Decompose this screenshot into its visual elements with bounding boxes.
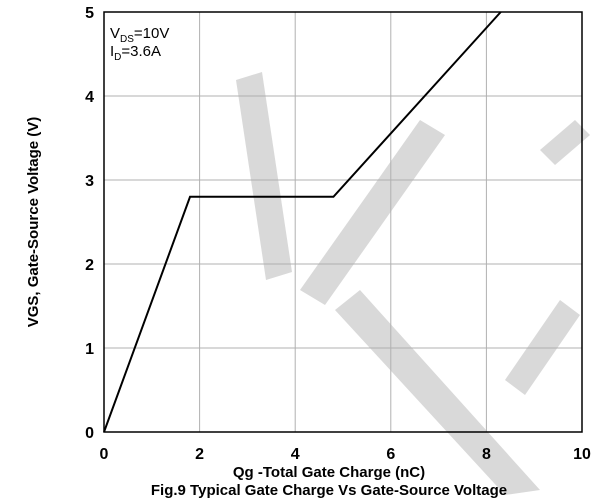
annotation-id: ID=3.6A <box>110 43 161 63</box>
y-tick-label: 2 <box>85 257 94 274</box>
watermark-stroke-1 <box>236 72 292 280</box>
y-axis-label: VGS, Gate-Source Voltage (V) <box>25 117 42 328</box>
x-tick-label: 8 <box>482 446 491 463</box>
annotation-vds: VDS=10V <box>110 25 169 45</box>
annotation-vds-value: =10V <box>134 25 169 42</box>
y-tick-label: 4 <box>85 89 94 106</box>
y-tick-label: 5 <box>85 5 94 22</box>
y-tick-labels: 0 1 2 3 4 5 <box>85 5 94 442</box>
annotation-id-main: I <box>110 43 114 60</box>
annotation-id-value: =3.6A <box>121 43 161 60</box>
x-tick-label: 2 <box>195 446 204 463</box>
y-tick-label: 3 <box>85 173 94 190</box>
watermark-stroke-4 <box>540 120 590 165</box>
x-tick-label: 4 <box>291 446 300 463</box>
grid-lines <box>103 11 583 433</box>
x-axis-label: Qg -Total Gate Charge (nC) <box>233 464 425 481</box>
x-tick-labels: 0 2 4 6 8 10 <box>100 446 591 463</box>
y-tick-label: 0 <box>85 425 94 442</box>
plot-frame <box>103 11 583 433</box>
x-tick-label: 0 <box>100 446 109 463</box>
series-line <box>103 11 502 433</box>
annotation-vds-main: V <box>110 25 120 42</box>
watermark-stroke-2 <box>300 120 445 305</box>
y-tick-label: 1 <box>85 341 94 358</box>
annotation-vds-sub: DS <box>120 34 134 45</box>
x-tick-label: 6 <box>386 446 395 463</box>
figure-caption: Fig.9 Typical Gate Charge Vs Gate-Source… <box>151 482 507 499</box>
watermark-stroke-3 <box>335 290 540 495</box>
series-group <box>103 11 502 433</box>
x-tick-label: 10 <box>573 446 591 463</box>
annotation-id-sub: D <box>114 52 121 63</box>
